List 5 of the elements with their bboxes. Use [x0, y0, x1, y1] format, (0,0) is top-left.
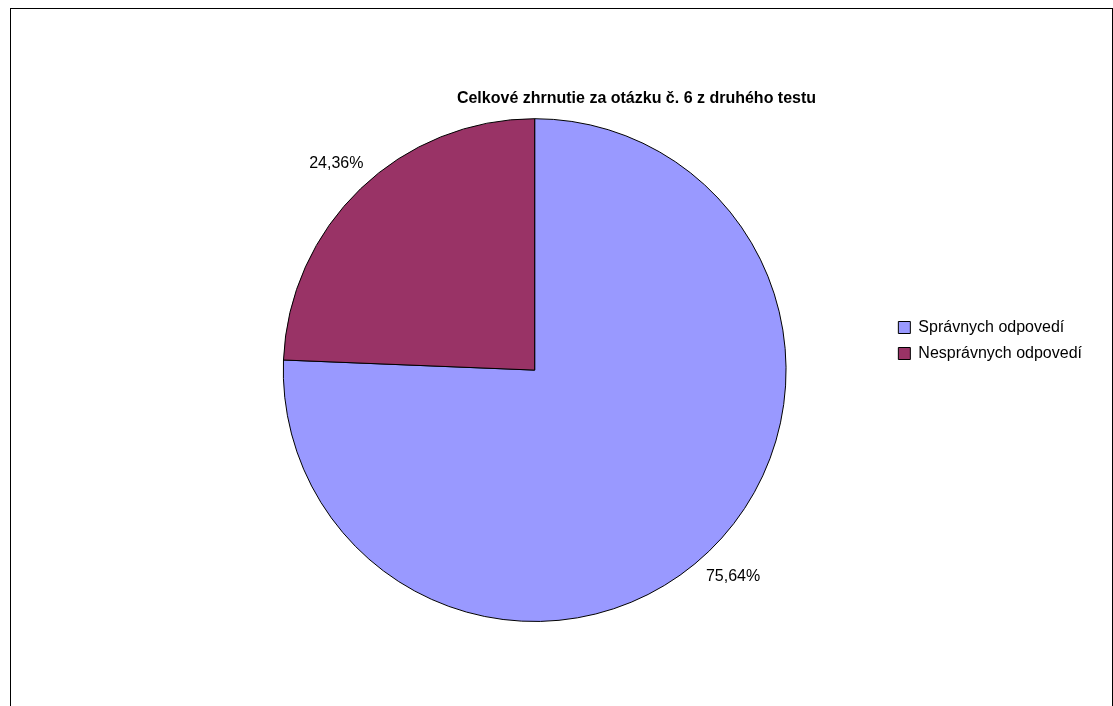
data-label: 75,64%	[705, 567, 761, 585]
legend-label: Nesprávnych odpovedí	[918, 343, 1083, 361]
legend-label: Správnych odpovedí	[918, 317, 1065, 335]
data-label: 24,36%	[309, 153, 364, 171]
chart-title: Celkové zhrnutie za otázku č. 6 z druhého testu	[456, 89, 817, 107]
